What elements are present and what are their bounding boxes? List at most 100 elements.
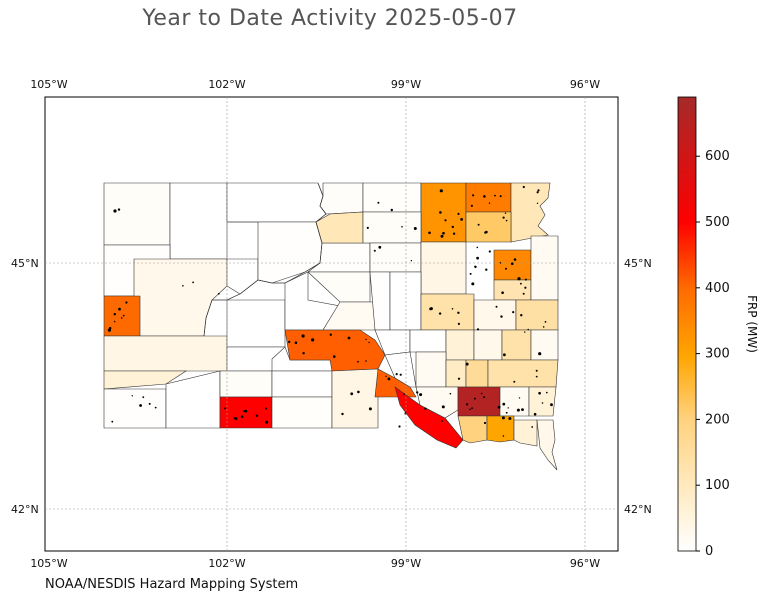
lat-label-left-42: 42°N xyxy=(11,503,39,516)
fire-detection-dot xyxy=(497,405,501,409)
lon-label-bottom-99: 99°W xyxy=(391,557,421,570)
fire-detection-dot xyxy=(429,307,433,311)
fire-detection-dot xyxy=(439,211,442,214)
county-hanson xyxy=(445,359,467,388)
fire-detection-dot xyxy=(442,231,445,235)
county-jerauld xyxy=(409,329,447,353)
fire-detection-dot xyxy=(438,312,442,315)
lon-label-top-96: 96°W xyxy=(570,78,600,91)
fire-detection-dot xyxy=(457,322,460,325)
fire-detection-dot xyxy=(111,420,114,423)
fire-detection-dot xyxy=(542,326,545,328)
fire-detection-dot xyxy=(390,208,393,212)
lon-label-bottom-96: 96°W xyxy=(570,557,600,570)
fire-detection-dot xyxy=(341,412,344,416)
county-day xyxy=(465,211,512,243)
fire-detection-dot xyxy=(154,406,157,409)
fire-detection-dot xyxy=(476,328,480,331)
county-mcpherson xyxy=(362,182,422,213)
county-sanborn xyxy=(445,329,475,361)
fire-detection-dot xyxy=(387,377,391,381)
fire-detection-dot xyxy=(550,403,553,407)
fire-detection-dot xyxy=(424,407,427,410)
colorbar-tick-label: 300 xyxy=(705,347,730,362)
fire-detection-dot xyxy=(452,232,456,235)
graticule xyxy=(45,97,618,551)
fire-detection-dot xyxy=(244,409,248,413)
fire-detection-dot xyxy=(350,392,354,396)
lon-label-top-102: 102°W xyxy=(208,78,245,91)
fire-detection-dot xyxy=(441,420,443,422)
fire-detection-dot xyxy=(536,191,539,194)
fire-detection-dot xyxy=(484,231,487,234)
colorbar-ticks: 0 100 200 300 400 500 600 xyxy=(696,149,730,559)
fire-detection-dot xyxy=(365,360,367,362)
fire-detection-dot xyxy=(373,249,376,252)
fire-detection-dot xyxy=(501,416,505,420)
fire-detection-dot xyxy=(439,189,443,193)
county-mellette xyxy=(271,370,333,398)
county-moody xyxy=(530,329,559,361)
colorbar-label: FRP (MW) xyxy=(745,295,759,353)
fire-detection-dot xyxy=(502,216,505,219)
county-lyman xyxy=(284,329,386,372)
fire-detection-dot xyxy=(505,267,507,270)
county-pennington xyxy=(103,335,228,372)
fire-detection-dot xyxy=(265,420,269,424)
fire-detection-dot xyxy=(457,212,460,215)
fire-detection-dot xyxy=(413,227,417,230)
fire-detection-dot xyxy=(395,373,398,376)
fire-detection-dot xyxy=(182,285,184,287)
county-deuel xyxy=(530,235,559,301)
lon-label-top-105: 105°W xyxy=(30,78,67,91)
fire-detection-dot xyxy=(505,219,508,222)
fire-detection-dot xyxy=(368,407,372,411)
county-roberts xyxy=(510,182,551,243)
county-davison xyxy=(415,351,447,388)
fire-detection-dot xyxy=(234,417,238,421)
county-campbell xyxy=(319,182,364,215)
fire-detection-dot xyxy=(501,291,504,295)
fire-detection-dot xyxy=(311,338,315,342)
fire-detection-dot xyxy=(485,268,488,271)
fire-detection-dot xyxy=(511,262,514,266)
county-mccook xyxy=(465,359,489,388)
fire-detection-dot xyxy=(451,225,454,229)
fire-detection-dot xyxy=(302,352,305,355)
fire-detection-dot xyxy=(377,201,380,204)
fire-detection-dot xyxy=(508,417,512,420)
fire-detection-dot xyxy=(122,314,125,317)
county-haakon xyxy=(226,299,286,348)
fire-detection-dot xyxy=(536,202,539,204)
fire-detection-dot xyxy=(499,262,502,264)
fire-detection-dot xyxy=(535,375,538,378)
fire-detection-dot xyxy=(347,336,351,340)
fire-detection-dot xyxy=(329,333,332,336)
fire-detection-dot xyxy=(522,292,525,295)
fire-detection-dot xyxy=(469,272,472,275)
fire-detection-dot xyxy=(113,320,116,323)
fire-detection-dot xyxy=(460,218,463,221)
county-layer xyxy=(103,182,559,471)
fire-detection-dot xyxy=(113,313,117,316)
fire-detection-dot xyxy=(365,338,367,341)
fire-detection-dot xyxy=(465,362,469,366)
fire-detection-dot xyxy=(488,202,491,204)
county-grant xyxy=(493,249,532,281)
fire-detection-dot xyxy=(466,403,469,406)
fire-detection-dot xyxy=(131,395,133,397)
fire-detection-dot xyxy=(242,410,245,412)
fire-detection-dot xyxy=(366,226,369,229)
county-harding xyxy=(103,182,171,246)
county-miner xyxy=(473,329,503,361)
fire-detection-dot xyxy=(385,375,387,377)
map-title: Year to Date Activity 2025-05-07 xyxy=(142,6,518,31)
county-douglas xyxy=(415,386,459,419)
colorbar-tick-label: 0 xyxy=(705,544,713,559)
county-gregory xyxy=(331,368,379,429)
fire-detection-dot xyxy=(378,245,382,249)
county-turner xyxy=(499,386,530,417)
fire-detection-dot xyxy=(502,402,506,406)
fire-detection-dot xyxy=(538,352,542,356)
